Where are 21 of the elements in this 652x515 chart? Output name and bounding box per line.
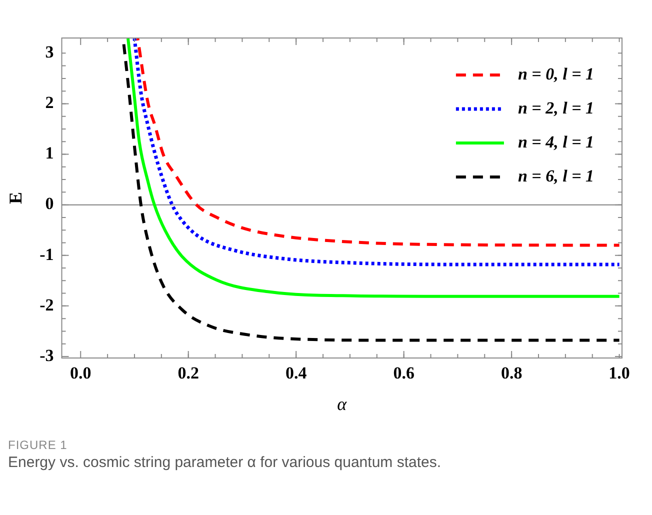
caption: FIGURE 1 (8, 438, 68, 452)
x-tick-label: 0.4 (285, 364, 308, 383)
text: Energy vs. cosmic string parameter α for various quantum states. (8, 454, 442, 471)
y-tick-label: -1 (40, 244, 54, 264)
y-tick-label: 0 (45, 194, 54, 214)
y-tick-label: -2 (40, 295, 54, 314)
y-tick-label: 2 (45, 93, 54, 112)
x-tick-label: 0.2 (178, 364, 199, 383)
x-tick-label: 0.8 (500, 364, 522, 383)
x-tick-label: 0.0 (70, 364, 92, 383)
legend-label: n = 2, l = 1 (518, 98, 594, 118)
y-tick-label: 3 (45, 42, 54, 62)
x-tick-label: 0.6 (393, 364, 414, 383)
x-tick-label: 1.0 (608, 364, 630, 383)
x-axis-title: α (337, 394, 348, 414)
y-tick-label: -3 (40, 346, 54, 365)
legend-label: n = 0, l = 1 (518, 64, 594, 84)
y-axis-title: E (5, 192, 26, 204)
y-tick-label: 1 (45, 144, 54, 163)
legend-label: n = 6, l = 1 (518, 166, 594, 186)
legend-label: n = 4, l = 1 (518, 132, 594, 152)
